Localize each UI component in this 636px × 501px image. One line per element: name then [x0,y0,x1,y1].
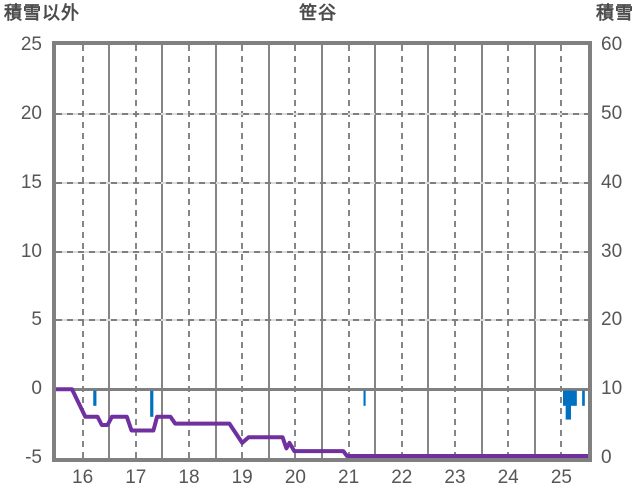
gridline-horizontal [56,181,588,184]
left-axis-tick-label: 20 [20,102,42,124]
snow-depth-bar [93,390,97,406]
right-axis-title: 積雪 [596,3,634,23]
x-axis-tick-label: 21 [338,467,360,488]
snow-depth-bar [565,390,571,420]
x-axis-tick-label: 18 [178,467,200,488]
x-axis-tick-label: 24 [497,467,519,488]
right-axis-tick-label: 60 [601,34,623,55]
x-axis-tick-label: 17 [125,467,147,488]
right-axis-tick-label: 30 [601,240,623,262]
plot-area [52,41,592,462]
non-snow-series-line [56,387,588,458]
x-axis-tick-label: 23 [444,467,466,488]
left-axis-title: 積雪以外 [4,3,80,23]
right-axis-tick-label: 40 [601,171,623,193]
left-axis-tick-label: 10 [20,240,42,262]
chart-title: 笹谷 [299,3,337,23]
left-axis-tick-label: 15 [20,171,42,193]
gridline-horizontal [56,112,588,115]
gridline-horizontal [56,250,588,253]
left-axis-tick-label: 25 [20,34,42,55]
x-axis-tick-label: 19 [231,467,253,488]
x-axis-tick-label: 20 [284,467,306,488]
right-axis-tick-label: 10 [601,378,623,400]
snow-depth-bar [363,390,366,406]
right-axis-tick-label: 0 [601,447,612,468]
left-axis-tick-label: -5 [25,447,42,468]
x-axis-tick-label: 16 [72,467,94,488]
x-axis-tick-label: 25 [550,467,572,488]
chart-svg [56,387,588,458]
zero-baseline [56,387,588,391]
left-axis-tick-label: 5 [31,309,42,331]
x-axis-tick-label: 22 [391,467,413,488]
snow-depth-bar [150,390,154,417]
left-axis-tick-label: 0 [31,378,42,400]
right-axis-tick-label: 50 [601,102,623,124]
snow-depth-bar [582,390,585,406]
right-axis-tick-label: 20 [601,309,623,331]
gridline-horizontal [56,319,588,322]
